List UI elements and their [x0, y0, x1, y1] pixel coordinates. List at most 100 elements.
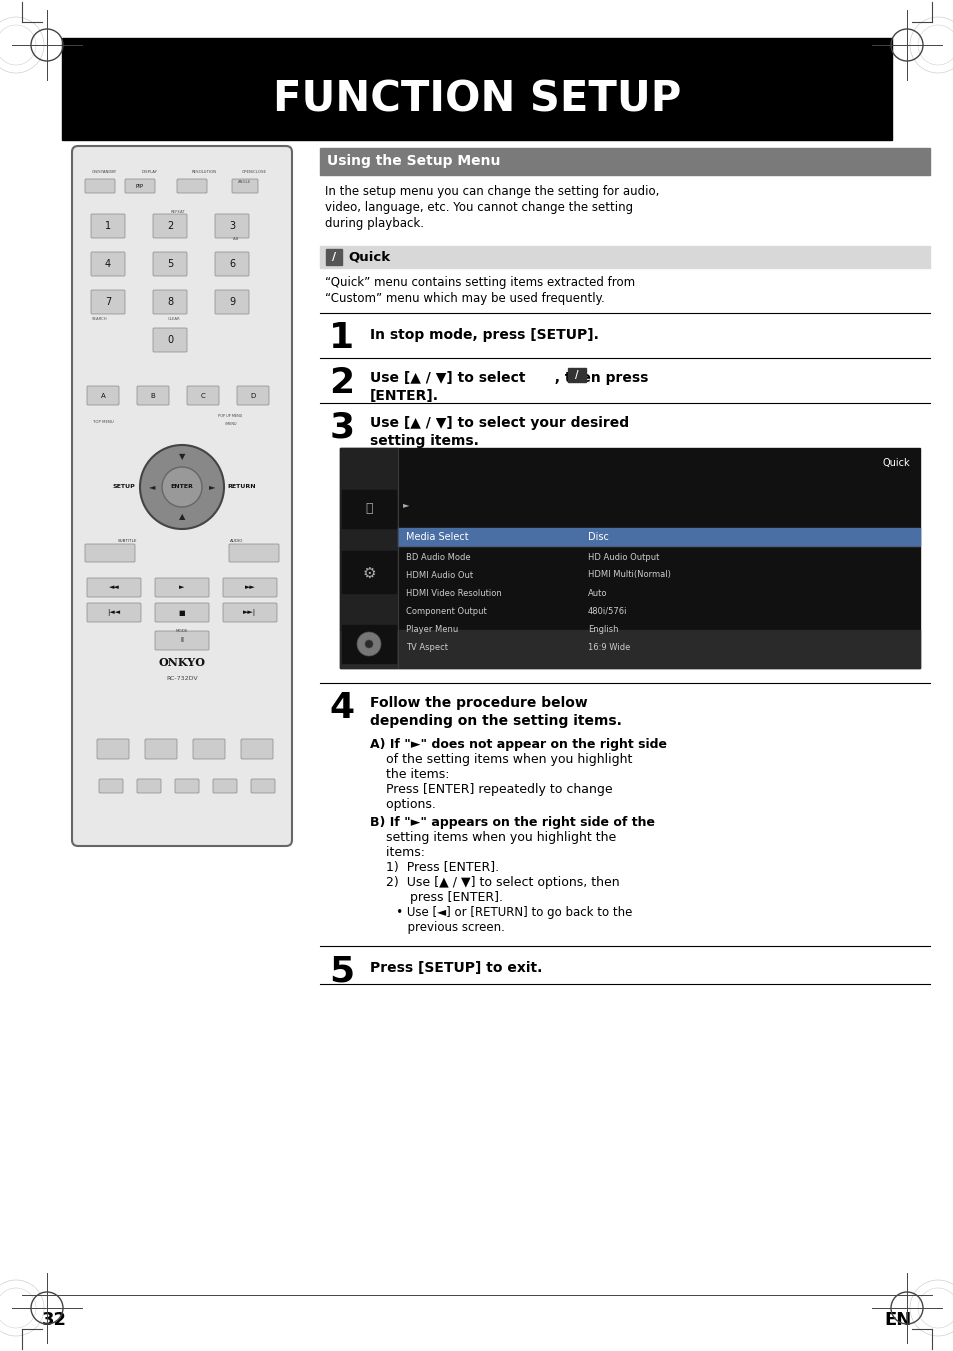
FancyBboxPatch shape	[125, 178, 154, 193]
FancyBboxPatch shape	[193, 739, 225, 759]
Text: B) If "►" appears on the right side of the: B) If "►" appears on the right side of t…	[370, 816, 655, 830]
Text: of the setting items when you highlight: of the setting items when you highlight	[370, 753, 632, 766]
Text: 2: 2	[329, 366, 355, 400]
FancyBboxPatch shape	[85, 178, 115, 193]
Text: ►►: ►►	[244, 585, 255, 590]
FancyBboxPatch shape	[137, 780, 161, 793]
Bar	[326, 249, 341, 265]
Text: EN: EN	[883, 1310, 911, 1329]
Text: 9: 9	[229, 297, 234, 307]
Bar	[62, 58, 891, 141]
Text: AUDIO: AUDIO	[230, 539, 243, 543]
Text: Press [SETUP] to exit.: Press [SETUP] to exit.	[370, 961, 542, 975]
Text: 7: 7	[105, 297, 111, 307]
Text: “Custom” menu which may be used frequently.: “Custom” menu which may be used frequent…	[325, 292, 604, 305]
Circle shape	[365, 640, 373, 648]
Text: Use [▲ / ▼] to select      , then press: Use [▲ / ▼] to select , then press	[370, 372, 648, 385]
Text: HDMI Audio Out: HDMI Audio Out	[406, 570, 473, 580]
Text: D: D	[250, 393, 255, 399]
Text: FUNCTION SETUP: FUNCTION SETUP	[273, 78, 680, 120]
Text: items:: items:	[370, 846, 424, 859]
Text: 2)  Use [▲ / ▼] to select options, then: 2) Use [▲ / ▼] to select options, then	[370, 875, 619, 889]
Text: HD Audio Output: HD Audio Output	[587, 553, 659, 562]
Bar	[341, 490, 395, 528]
Text: Follow the procedure below: Follow the procedure below	[370, 696, 587, 711]
Circle shape	[140, 444, 224, 530]
Bar	[319, 246, 929, 267]
Text: “Quick” menu contains setting items extracted from: “Quick” menu contains setting items extr…	[325, 276, 635, 289]
Bar	[397, 528, 919, 546]
Text: ONKYO: ONKYO	[158, 657, 205, 667]
Text: A-B: A-B	[233, 236, 239, 240]
FancyBboxPatch shape	[137, 386, 169, 405]
FancyBboxPatch shape	[152, 213, 187, 238]
FancyBboxPatch shape	[97, 739, 129, 759]
Text: 8: 8	[167, 297, 172, 307]
Text: English: English	[587, 624, 618, 634]
Text: ◄◄: ◄◄	[109, 585, 119, 590]
FancyBboxPatch shape	[91, 213, 125, 238]
Text: Quick: Quick	[348, 250, 390, 263]
FancyBboxPatch shape	[213, 780, 236, 793]
Text: 0: 0	[167, 335, 172, 345]
Text: A: A	[100, 393, 105, 399]
Text: RETURN: RETURN	[228, 485, 256, 489]
Text: previous screen.: previous screen.	[370, 921, 504, 934]
Text: • Use [◄] or [RETURN] to go back to the: • Use [◄] or [RETURN] to go back to the	[370, 907, 632, 919]
Text: 5: 5	[329, 954, 355, 988]
Text: TV Aspect: TV Aspect	[406, 643, 448, 651]
FancyBboxPatch shape	[214, 213, 249, 238]
FancyBboxPatch shape	[87, 603, 141, 621]
Text: options.: options.	[370, 798, 436, 811]
FancyBboxPatch shape	[223, 603, 276, 621]
Bar	[341, 626, 395, 663]
Text: SETUP: SETUP	[112, 485, 135, 489]
Text: /MENU: /MENU	[225, 422, 236, 426]
Bar	[319, 149, 929, 176]
Text: /: /	[575, 370, 578, 380]
Text: 5: 5	[167, 259, 172, 269]
Text: depending on the setting items.: depending on the setting items.	[370, 713, 621, 728]
Bar	[339, 449, 397, 630]
Text: RESOLUTION: RESOLUTION	[192, 170, 216, 174]
FancyBboxPatch shape	[223, 578, 276, 597]
Text: 16:9 Wide: 16:9 Wide	[587, 643, 630, 651]
Text: ►►|: ►►|	[243, 609, 256, 616]
Text: 3: 3	[229, 222, 234, 231]
Text: /: /	[332, 253, 335, 262]
Text: 480i/576i: 480i/576i	[587, 607, 627, 616]
Text: REPEAT: REPEAT	[171, 209, 185, 213]
Text: ON/STANDBY: ON/STANDBY	[91, 170, 117, 174]
Text: 4: 4	[105, 259, 111, 269]
Text: 1)  Press [ENTER].: 1) Press [ENTER].	[370, 861, 498, 874]
Text: ◄: ◄	[149, 482, 155, 492]
FancyBboxPatch shape	[145, 739, 177, 759]
Circle shape	[356, 632, 380, 657]
FancyBboxPatch shape	[152, 253, 187, 276]
Text: ►: ►	[402, 500, 409, 509]
Text: 6: 6	[229, 259, 234, 269]
Text: A) If "►" does not appear on the right side: A) If "►" does not appear on the right s…	[370, 738, 666, 751]
Text: PIP: PIP	[135, 184, 144, 189]
Text: press [ENTER].: press [ENTER].	[370, 892, 502, 904]
FancyBboxPatch shape	[154, 631, 209, 650]
Text: HDMI Video Resolution: HDMI Video Resolution	[406, 589, 501, 597]
Text: Auto: Auto	[587, 589, 607, 597]
Text: ►: ►	[179, 585, 185, 590]
Text: [ENTER].: [ENTER].	[370, 389, 438, 403]
Text: the items:: the items:	[370, 767, 449, 781]
FancyBboxPatch shape	[152, 290, 187, 313]
Text: In the setup menu you can change the setting for audio,: In the setup menu you can change the set…	[325, 185, 659, 199]
Text: DISPLAY: DISPLAY	[142, 170, 158, 174]
Text: POP UP MENU: POP UP MENU	[218, 413, 242, 417]
Text: 2: 2	[167, 222, 172, 231]
FancyBboxPatch shape	[87, 386, 119, 405]
Text: Using the Setup Menu: Using the Setup Menu	[327, 154, 500, 169]
FancyBboxPatch shape	[177, 178, 207, 193]
FancyBboxPatch shape	[251, 780, 274, 793]
Text: ENTER: ENTER	[171, 485, 193, 489]
Text: II: II	[180, 638, 184, 643]
FancyBboxPatch shape	[91, 253, 125, 276]
FancyBboxPatch shape	[154, 578, 209, 597]
FancyBboxPatch shape	[87, 578, 141, 597]
